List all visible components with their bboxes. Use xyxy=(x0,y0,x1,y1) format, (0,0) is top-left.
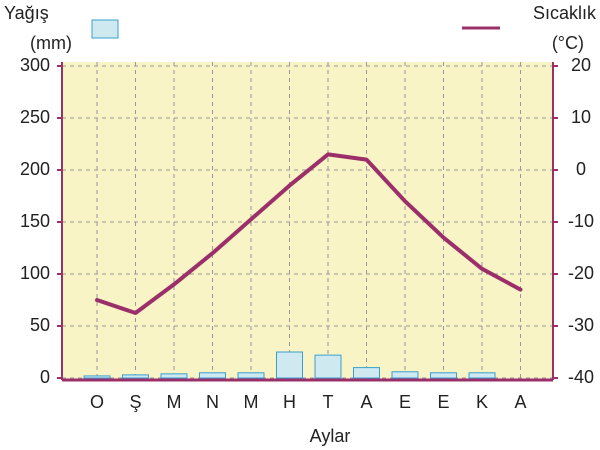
y-tick-label: 300 xyxy=(20,55,50,75)
line xyxy=(95,152,523,315)
x-axis-label: Aylar xyxy=(310,426,351,446)
x-tick-label: T xyxy=(323,392,334,412)
bar xyxy=(237,372,265,379)
x-tick-label: O xyxy=(90,392,104,412)
x-tick-label: E xyxy=(437,392,449,412)
x-tick-label: H xyxy=(283,392,296,412)
y-tick-label: 150 xyxy=(20,211,50,231)
bar xyxy=(430,372,457,379)
y-tick-label: 50 xyxy=(30,315,50,335)
y2-tick-label: 20 xyxy=(571,55,591,75)
x-tick-label: E xyxy=(399,392,411,412)
y2-tick-label: -40 xyxy=(568,367,594,387)
x-tick-label: N xyxy=(206,392,219,412)
x-tick-label: K xyxy=(476,392,488,412)
legend-swatch-bar xyxy=(91,19,119,39)
y2-unit: (°C) xyxy=(552,33,584,53)
x-tick-label: M xyxy=(167,392,182,412)
y2-legend-label: Sıcaklık xyxy=(533,3,597,23)
y-legend-label: Yağış xyxy=(4,3,49,23)
bar xyxy=(83,375,111,379)
y2-tick-label: -20 xyxy=(568,263,594,283)
bar xyxy=(314,354,342,379)
bar xyxy=(391,371,419,379)
bar xyxy=(160,373,188,379)
plot-area xyxy=(62,62,553,380)
y2-tick-label: 10 xyxy=(571,107,591,127)
x-tick-label: Ş xyxy=(129,392,141,412)
x-tick-label: M xyxy=(244,392,259,412)
x-tick-label: A xyxy=(514,392,526,412)
bar xyxy=(199,372,226,379)
x-tick-label: A xyxy=(360,392,372,412)
bar xyxy=(276,351,303,379)
y-tick-label: 200 xyxy=(20,159,50,179)
y2-tick-label: -10 xyxy=(568,211,594,231)
y-tick-label: 0 xyxy=(40,367,50,387)
y2-tick-label: -30 xyxy=(568,315,594,335)
bar xyxy=(353,367,380,379)
y-tick-label: 250 xyxy=(20,107,50,127)
bar xyxy=(468,372,496,379)
y-tick-label: 100 xyxy=(20,263,50,283)
y-unit: (mm) xyxy=(30,33,72,53)
bar xyxy=(122,374,149,379)
y2-tick-label: 0 xyxy=(576,159,586,179)
